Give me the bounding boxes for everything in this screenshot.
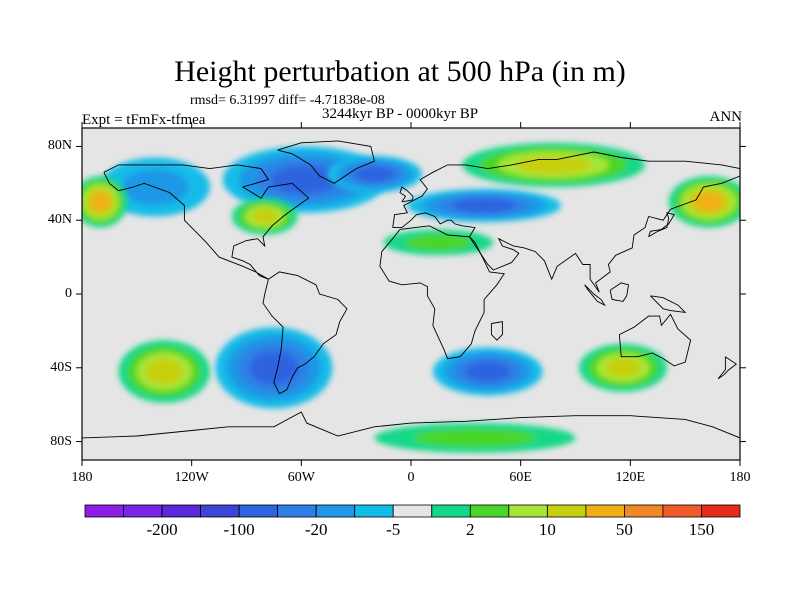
coast-north-america [103,164,310,280]
colorbar-label: -20 [304,520,328,539]
colorbar-box [277,504,317,518]
coastlines [82,140,740,439]
colorbar [84,504,741,518]
colorbar-box [161,504,202,518]
anomaly-region [215,327,333,409]
colorbar-box [431,504,471,518]
coast-africa [379,225,505,360]
anomaly-region [462,142,645,187]
colorbar-box [392,504,433,518]
y-tick-label: 0 [65,286,72,301]
colorbar-box [84,504,124,518]
x-tick-label: 120W [174,470,209,485]
coast-japan [648,212,675,238]
anomaly-region [668,176,740,228]
colorbar-label: 10 [538,520,556,539]
x-tick-label: 180 [729,470,751,485]
colorbar-label: 50 [615,520,633,539]
x-tick-label: 60E [509,470,532,485]
coast-sumatra [584,284,606,307]
chart-title: Height perturbation at 500 hPa (in m) [174,55,626,88]
colorbar-box [624,504,664,518]
coast-eurasia [392,151,740,293]
colorbar-box [547,504,587,518]
colorbar-label: -5 [386,520,401,539]
coast-uk [399,186,414,203]
anomaly-region [374,423,576,453]
y-tick-label: 40N [47,212,72,228]
x-tick-label: 0 [407,470,415,485]
colorbar-box [662,504,702,518]
colorbar-label: -100 [223,520,255,539]
coast-south-america [262,271,348,395]
colorbar-box [315,504,356,518]
colorbar-label: 2 [466,520,475,539]
colorbar-box [701,504,741,518]
y-tick-label: 80S [50,433,72,449]
x-tick-label: 180 [71,470,93,485]
coast-madagascar [490,321,503,341]
colorbar-box [238,504,279,518]
colorbar-label: -200 [146,520,178,539]
colorbar-box [123,504,163,518]
coast-australia [618,313,692,367]
coast-borneo [609,282,630,302]
colorbar-label: 150 [688,520,715,539]
y-tick-label: 80N [47,138,72,154]
colorbar-box [585,504,625,518]
experiment-label: Expt = tFmFx-tfmea [82,112,206,128]
x-tick-label: 120E [615,470,646,485]
anomaly-region [118,340,210,403]
coast-new-guinea [650,295,687,314]
anomaly-field [82,142,740,453]
anomaly-region [231,198,298,235]
coast-greenland [277,140,375,184]
x-tick-label: 60W [287,470,315,485]
period-label: 3244kyr BP - 0000kyr BP [322,106,479,122]
colorbar-box [469,504,510,518]
coast-new-zealand [717,356,738,380]
colorbar-box [508,504,548,518]
anomaly-region [579,343,667,392]
anomaly-region [383,229,494,256]
season-label: ANN [709,109,743,125]
y-tick-label: 40S [50,359,72,375]
stats-label: rmsd= 6.31997 diff= -4.71838e-08 [190,93,385,108]
anomaly-region [326,155,422,193]
colorbar-box [200,504,240,518]
axis-ticks [76,122,746,466]
coast-antarctica [82,411,740,439]
anomaly-region [407,188,561,223]
anomaly-region [433,347,543,396]
colorbar-box [354,504,394,518]
